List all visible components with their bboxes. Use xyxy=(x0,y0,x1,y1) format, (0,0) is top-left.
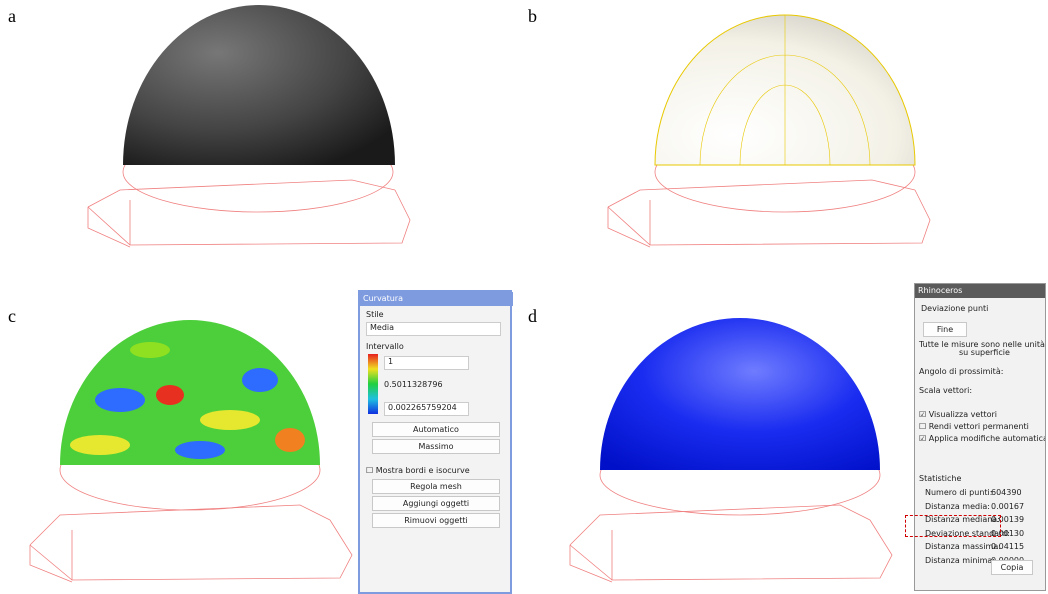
checkbox-label: Visualizza vettori xyxy=(929,410,997,419)
button[interactable]: Aggiungi oggetti xyxy=(372,496,500,511)
checkbox[interactable]: ☐ Mostra bordi e isocurve xyxy=(366,466,470,475)
stat-value: 604390 xyxy=(991,488,1022,497)
label: Intervallo xyxy=(366,342,404,351)
stat-label: Numero di punti: xyxy=(925,488,992,497)
checkbox-label: Mostra bordi e isocurve xyxy=(376,466,470,475)
dome-deviation xyxy=(600,318,880,470)
dome-curvature xyxy=(60,320,320,470)
stat-label: Distanza massima: xyxy=(925,542,1001,551)
dropdown[interactable]: Media xyxy=(366,322,501,336)
panel-title: Curvatura xyxy=(360,292,513,306)
checkbox[interactable]: ☑ Applica modifiche automaticamen xyxy=(919,434,1046,443)
button[interactable]: Rimuovi oggetti xyxy=(372,513,500,528)
highlight xyxy=(905,515,1001,537)
tab: Deviazione punti xyxy=(921,304,988,313)
rhino-panel: Rhinoceros Deviazione punti Fine Tutte l… xyxy=(914,283,1046,591)
note: su superficie xyxy=(959,348,1010,357)
panel-title: Rhinoceros xyxy=(915,284,1046,298)
stat-label: Distanza media: xyxy=(925,502,990,511)
label: Stile xyxy=(366,310,384,319)
button[interactable]: Copia xyxy=(991,560,1033,575)
stat-value: 0.04115 xyxy=(991,542,1024,551)
renders xyxy=(0,0,1048,594)
input[interactable]: 0.002265759204 xyxy=(384,402,469,416)
button[interactable]: Regola mesh xyxy=(372,479,500,494)
stat-label: Distanza minima: xyxy=(925,556,995,565)
button[interactable]: Massimo xyxy=(372,439,500,454)
button[interactable]: Fine xyxy=(923,322,967,337)
checkbox[interactable]: ☑ Visualizza vettori xyxy=(919,410,997,419)
checkbox-label: Applica modifiche automaticamen xyxy=(929,434,1046,443)
checkbox[interactable]: ☐ Rendi vettori permanenti xyxy=(919,422,1029,431)
input[interactable]: 1 xyxy=(384,356,469,370)
stat-value: 0.00167 xyxy=(991,502,1024,511)
curvatura-panel: Curvatura Stile Media Intervallo 1 0.501… xyxy=(358,290,512,594)
page: a b c d Curvatura Stile Media Intervallo… xyxy=(0,0,1048,594)
label: Angolo di prossimità: xyxy=(919,367,1003,376)
color-scale xyxy=(368,354,378,414)
dome-scan xyxy=(123,5,395,165)
label: Scala vettori: xyxy=(919,386,972,395)
label: Statistiche xyxy=(919,474,961,483)
checkbox-label: Rendi vettori permanenti xyxy=(929,422,1029,431)
value: 0.5011328796 xyxy=(384,380,443,389)
button[interactable]: Automatico xyxy=(372,422,500,437)
